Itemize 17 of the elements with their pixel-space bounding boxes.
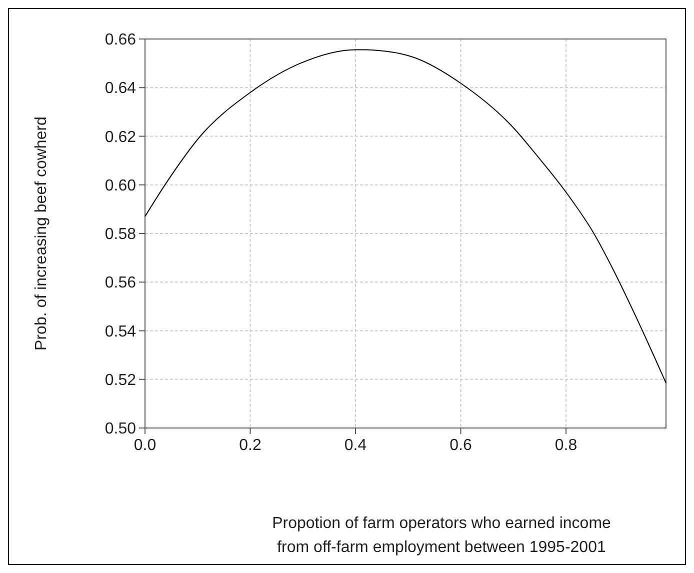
x-tick-label: 0.2: [239, 437, 262, 454]
y-tick-label: 0.50: [104, 420, 136, 438]
y-tick-label: 0.60: [104, 177, 136, 194]
y-tick-label: 0.64: [104, 80, 136, 98]
x-tick-label: 0.4: [344, 437, 367, 454]
x-axis-title: Propotion of farm operators who earned income from off-farm employment between 1995-2001: [272, 515, 612, 556]
x-tick-label: 0.6: [450, 437, 472, 454]
y-tick-label: 0.56: [104, 274, 136, 292]
y-tick-label: 0.54: [104, 323, 136, 340]
y-axis-title: Prob. of increasing beef cowherd: [33, 116, 50, 350]
x-tick-label: 0.0: [134, 437, 156, 454]
y-tick-label: 0.58: [104, 226, 136, 244]
y-tick-label: 0.66: [104, 32, 136, 49]
y-tick-label: 0.52: [104, 372, 136, 389]
y-tick-label: 0.62: [104, 128, 136, 146]
line-series: [144, 49, 666, 384]
x-tick-label: 0.8: [554, 437, 578, 454]
